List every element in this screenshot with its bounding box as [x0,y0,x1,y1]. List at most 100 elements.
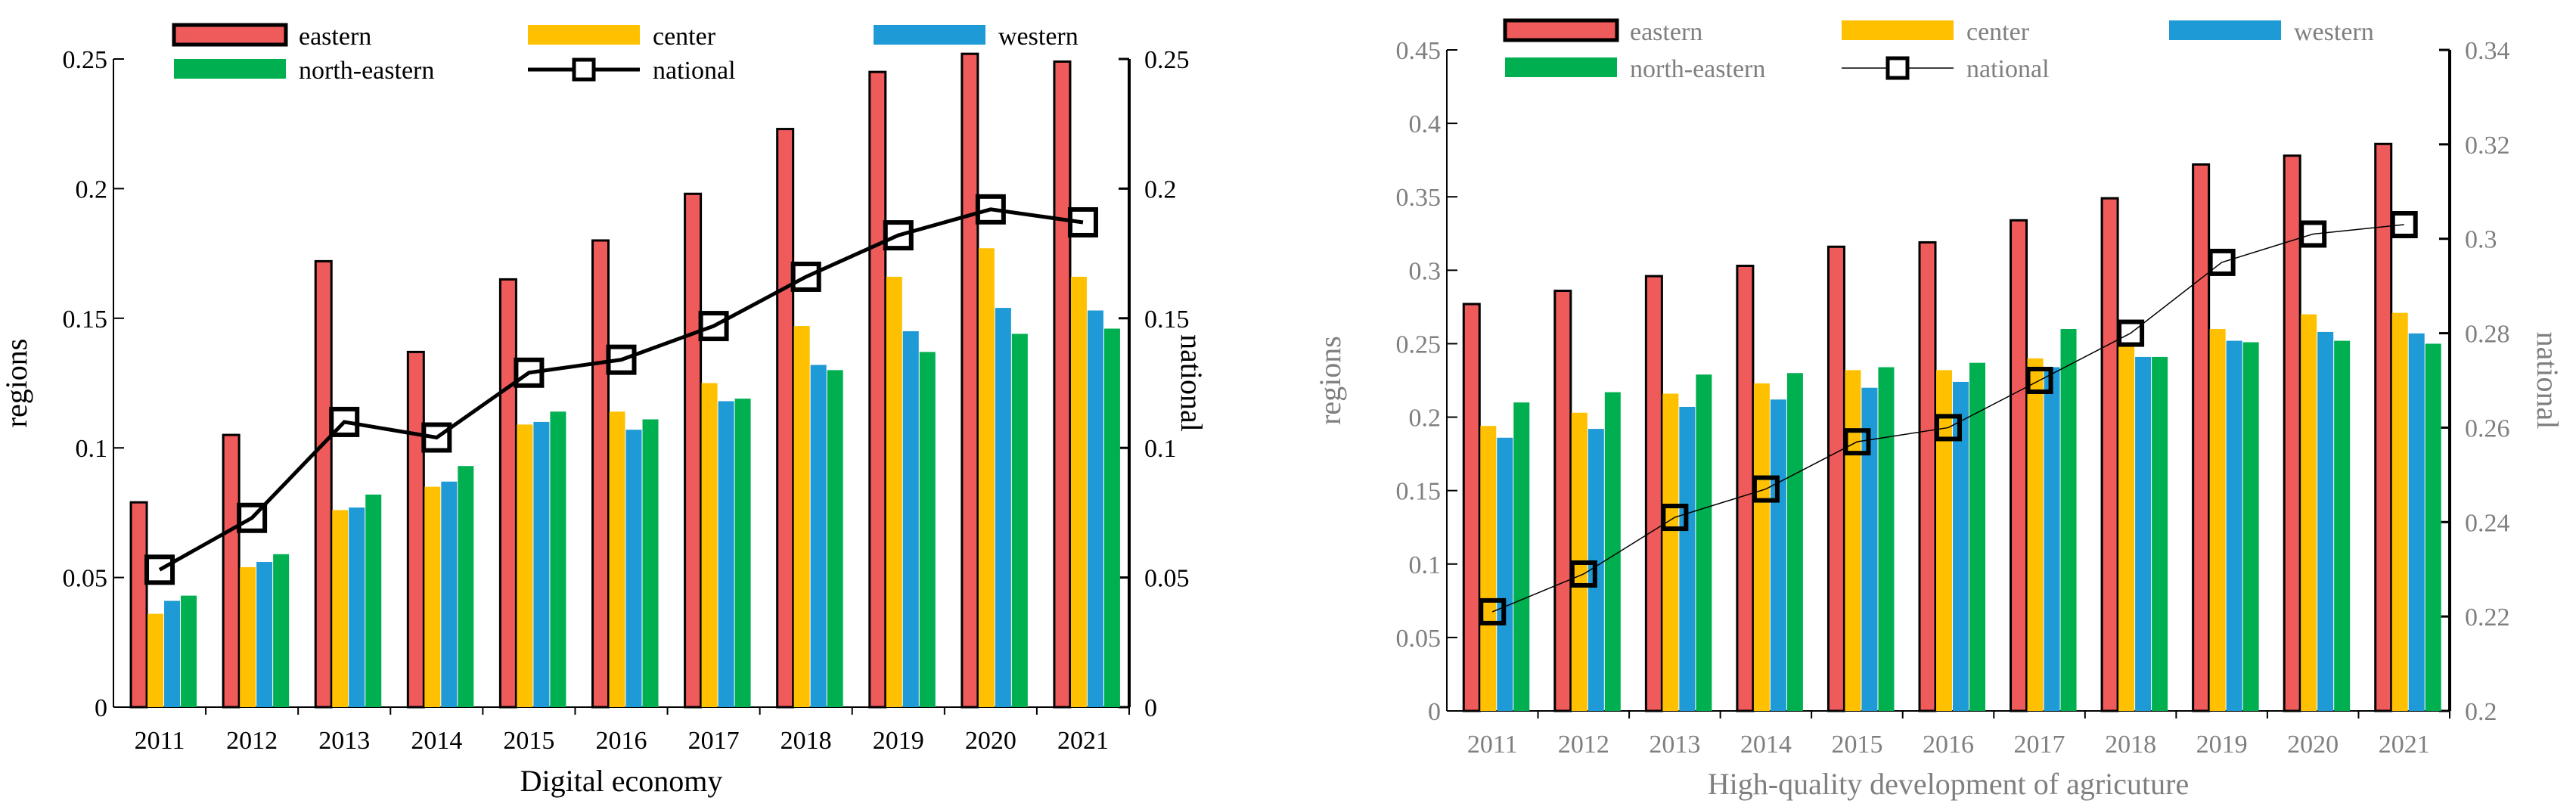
bar-north-eastern-2021 [2425,343,2441,711]
bar-western-2019 [2226,340,2242,711]
bar-western-2014 [1770,399,1786,711]
bar-western-2018 [810,365,827,707]
bar-north-eastern-2018 [827,370,843,707]
bar-north-eastern-2013 [365,494,382,707]
x-tick-label: 2018 [781,727,832,755]
bar-western-2013 [349,507,365,707]
bar-center-2019 [2209,329,2226,711]
bar-eastern-2014 [1736,265,1755,712]
bar-eastern-2015 [1826,245,1845,712]
bar-eastern-2018 [776,128,795,709]
bar-eastern-2020 [2283,154,2301,712]
x-tick-label: 2017 [688,727,740,755]
y-tick-label: 0.25 [1396,331,1442,358]
y-tick-label: 0.1 [76,435,108,463]
bar-eastern-2013 [314,259,333,709]
legend-label-north-eastern: north-eastern [299,57,434,85]
bar-center-2018 [793,326,810,707]
bar-western-2011 [164,601,181,707]
bar-western-2015 [1861,387,1878,711]
x-tick-label: 2019 [2196,731,2248,759]
bar-center-2021 [2391,312,2408,711]
y2-tick-label: 0.24 [2465,509,2510,537]
y-tick-label: 0.3 [1409,257,1442,285]
marker-national-2011 [1479,597,1507,625]
x-tick-label: 2014 [1740,731,1792,759]
y2-axis-title: national [2531,332,2565,430]
marker-national-2013 [329,406,360,437]
bar-western-2021 [2408,333,2425,711]
bar-center-2013 [332,510,349,707]
x-tick-label: 2014 [411,727,462,755]
bar-western-2018 [2135,356,2152,711]
y-tick-label: 0.05 [63,565,108,593]
bar-center-2014 [1753,383,1770,711]
bar-north-eastern-2016 [1969,362,1985,711]
bar-center-2019 [886,276,902,707]
y-tick-label: 0.4 [1409,110,1442,138]
y-tick-label: 0.05 [1396,625,1442,653]
legend-swatch-center [1842,20,1954,40]
y-tick-label: 0.15 [1396,478,1442,506]
legend-swatch-western [2169,20,2281,40]
x-tick-label: 2020 [2287,731,2339,759]
x-axis-title: Digital economy [520,764,723,798]
bar-western-2015 [533,421,550,707]
x-tick-label: 2016 [596,727,647,755]
bar-western-2021 [1087,310,1103,707]
bar-center-2015 [1845,370,1861,711]
marker-national-2017 [698,311,729,342]
marker-national-2016 [606,344,637,375]
legend-marker-national [572,57,596,82]
bar-center-2012 [240,566,256,707]
legend-label-center: center [653,23,716,51]
legend-label-center: center [1966,18,2030,46]
bar-eastern-2018 [2100,197,2119,712]
bar-center-2018 [2118,346,2135,711]
y2-tick-label: 0.22 [2465,604,2510,632]
y2-tick-label: 0.28 [2465,321,2510,349]
bar-eastern-2013 [1644,275,1663,712]
bar-eastern-2021 [1053,60,1072,709]
y2-tick-label: 0.3 [2465,226,2497,254]
bar-north-eastern-2019 [2242,342,2259,711]
bar-north-eastern-2013 [1696,374,1712,711]
x-tick-label: 2013 [318,727,370,755]
bar-eastern-2012 [1553,290,1572,712]
bar-western-2016 [625,430,642,707]
bar-center-2011 [147,613,164,707]
bar-center-2020 [978,248,995,707]
legend-swatch-north-eastern [174,59,286,79]
y-axis-title: regions [0,339,33,428]
y2-tick-label: 0.32 [2465,132,2510,160]
x-tick-label: 2011 [135,727,185,755]
legend-swatch-eastern [172,23,288,47]
x-tick-label: 2012 [1558,731,1609,759]
legend-label-eastern: eastern [1630,18,1702,46]
y-tick-label: 0 [95,694,107,722]
y2-tick-label: 0.1 [1144,435,1177,463]
y2-tick-label: 0.15 [1144,306,1190,334]
bar-western-2017 [718,401,734,707]
y-tick-label: 0.1 [1409,551,1442,579]
x-tick-label: 2021 [1057,727,1109,755]
y2-tick-label: 0.2 [2465,698,2497,726]
marker-national-2016 [1935,414,1962,442]
legend-swatch-north-eastern [1505,57,1617,77]
x-tick-label: 2011 [1467,731,1518,759]
bar-western-2017 [2044,367,2060,711]
bar-eastern-2011 [1462,303,1481,712]
legend-label-national: national [653,57,736,85]
bar-western-2014 [441,481,458,707]
marker-national-2012 [237,502,268,533]
bar-center-2017 [701,383,718,707]
bar-north-eastern-2016 [642,419,659,707]
x-tick-label: 2013 [1649,731,1700,759]
y-axis-title: regions [1313,336,1347,425]
x-tick-label: 2020 [965,727,1016,755]
chart-digital-economy-svg: 0 0.05 0.1 0.15 0.2 0.25 0 0.05 0.1 0.15 0.2 0.25 20… [0,23,1209,798]
bar-north-eastern-2021 [1103,328,1120,707]
y2-tick-label: 0.05 [1144,565,1190,593]
x-axis-title: High-quality development of agricuture [1708,767,2189,801]
y2-tick-label: 0.26 [2465,414,2510,442]
